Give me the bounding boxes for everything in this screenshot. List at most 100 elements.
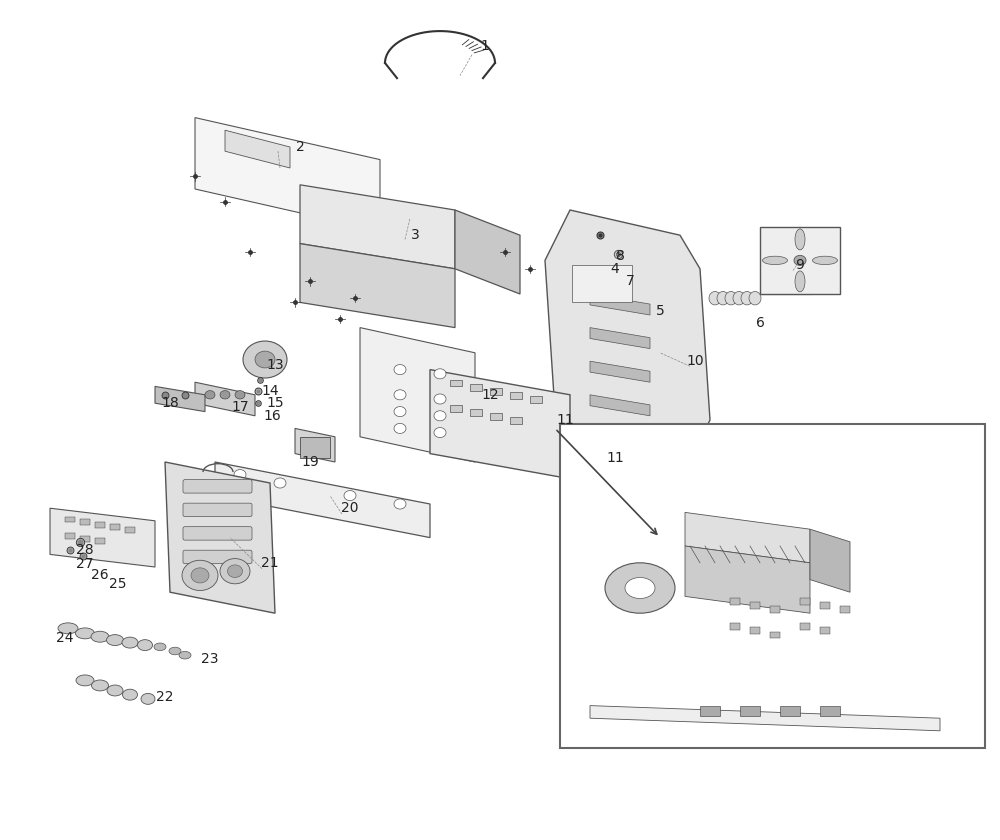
FancyBboxPatch shape — [183, 550, 252, 564]
FancyBboxPatch shape — [65, 517, 75, 522]
Text: 25: 25 — [109, 577, 127, 591]
Text: 12: 12 — [481, 388, 499, 402]
Ellipse shape — [749, 291, 761, 305]
Polygon shape — [810, 529, 850, 592]
FancyBboxPatch shape — [760, 227, 840, 294]
Text: 1: 1 — [481, 39, 489, 53]
Ellipse shape — [76, 628, 94, 639]
Ellipse shape — [122, 638, 138, 648]
Text: 15: 15 — [266, 396, 284, 410]
FancyBboxPatch shape — [300, 437, 330, 458]
Circle shape — [228, 564, 242, 578]
Text: 4: 4 — [611, 262, 619, 276]
Ellipse shape — [741, 291, 753, 305]
Polygon shape — [300, 244, 455, 328]
FancyBboxPatch shape — [770, 632, 780, 638]
Text: 22: 22 — [156, 690, 174, 704]
FancyBboxPatch shape — [800, 623, 810, 630]
Ellipse shape — [763, 256, 788, 265]
Circle shape — [434, 428, 446, 438]
Polygon shape — [195, 118, 380, 231]
FancyBboxPatch shape — [490, 413, 502, 420]
FancyBboxPatch shape — [80, 536, 90, 542]
Ellipse shape — [169, 647, 181, 655]
Polygon shape — [455, 210, 520, 294]
FancyBboxPatch shape — [183, 503, 252, 517]
Ellipse shape — [122, 689, 138, 701]
Circle shape — [394, 407, 406, 417]
Ellipse shape — [76, 675, 94, 685]
Circle shape — [394, 499, 406, 509]
FancyBboxPatch shape — [95, 538, 105, 544]
Ellipse shape — [154, 643, 166, 650]
FancyBboxPatch shape — [450, 405, 462, 412]
Text: 21: 21 — [261, 556, 279, 570]
FancyBboxPatch shape — [840, 606, 850, 613]
FancyBboxPatch shape — [65, 533, 75, 539]
Text: 18: 18 — [161, 396, 179, 410]
FancyBboxPatch shape — [560, 424, 985, 748]
FancyBboxPatch shape — [820, 627, 830, 634]
FancyBboxPatch shape — [470, 384, 482, 391]
Polygon shape — [295, 428, 335, 462]
Circle shape — [220, 559, 250, 584]
Text: 9: 9 — [796, 258, 804, 271]
FancyBboxPatch shape — [450, 380, 462, 386]
FancyBboxPatch shape — [610, 274, 634, 287]
Text: 13: 13 — [266, 359, 284, 372]
Circle shape — [434, 369, 446, 379]
Text: 27: 27 — [76, 558, 94, 571]
Circle shape — [220, 391, 230, 399]
FancyBboxPatch shape — [750, 627, 760, 634]
Circle shape — [394, 423, 406, 433]
FancyBboxPatch shape — [780, 706, 800, 716]
Polygon shape — [50, 508, 155, 567]
Ellipse shape — [92, 680, 108, 690]
Text: 23: 23 — [201, 653, 219, 666]
FancyBboxPatch shape — [510, 417, 522, 424]
FancyBboxPatch shape — [740, 706, 760, 716]
FancyBboxPatch shape — [183, 480, 252, 493]
Circle shape — [182, 560, 218, 591]
Circle shape — [255, 351, 275, 368]
Circle shape — [235, 391, 245, 399]
Polygon shape — [590, 328, 650, 349]
Ellipse shape — [795, 270, 805, 292]
Polygon shape — [545, 210, 710, 479]
FancyBboxPatch shape — [820, 602, 830, 609]
Ellipse shape — [107, 685, 123, 696]
Ellipse shape — [709, 291, 721, 305]
Circle shape — [434, 394, 446, 404]
Ellipse shape — [91, 632, 109, 642]
Polygon shape — [300, 185, 455, 269]
Ellipse shape — [795, 229, 805, 250]
FancyBboxPatch shape — [510, 392, 522, 399]
Text: 11: 11 — [606, 451, 624, 465]
FancyBboxPatch shape — [700, 706, 720, 716]
Ellipse shape — [605, 563, 675, 613]
Circle shape — [794, 255, 806, 265]
Text: 6: 6 — [756, 317, 764, 330]
Polygon shape — [165, 462, 275, 613]
Circle shape — [344, 491, 356, 501]
FancyBboxPatch shape — [80, 519, 90, 525]
Text: 16: 16 — [263, 409, 281, 423]
Polygon shape — [590, 395, 650, 416]
Ellipse shape — [106, 635, 124, 646]
FancyBboxPatch shape — [730, 623, 740, 630]
FancyBboxPatch shape — [820, 706, 840, 716]
Ellipse shape — [138, 640, 152, 650]
Polygon shape — [155, 386, 205, 412]
FancyBboxPatch shape — [125, 527, 135, 533]
FancyBboxPatch shape — [95, 522, 105, 528]
Polygon shape — [590, 294, 650, 315]
FancyBboxPatch shape — [183, 527, 252, 540]
FancyBboxPatch shape — [572, 265, 632, 302]
Text: 2: 2 — [296, 140, 304, 154]
Text: 5: 5 — [656, 304, 664, 318]
Text: 8: 8 — [616, 249, 624, 263]
Polygon shape — [590, 706, 940, 731]
Circle shape — [234, 470, 246, 480]
Circle shape — [191, 568, 209, 583]
Text: 17: 17 — [231, 401, 249, 414]
